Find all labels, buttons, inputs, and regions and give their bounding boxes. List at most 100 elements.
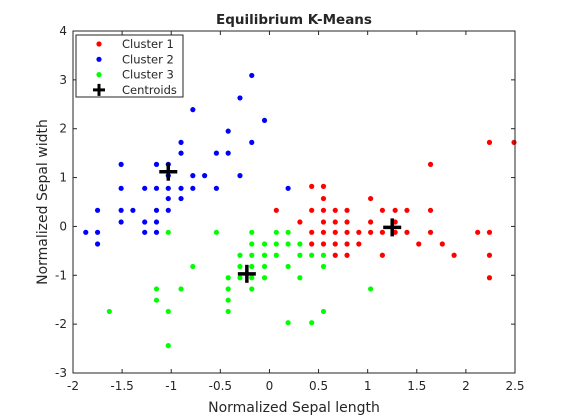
data-point-cluster-1 <box>320 219 327 225</box>
data-point-cluster-2 <box>165 195 171 202</box>
data-point-cluster-1 <box>309 207 315 213</box>
data-point-cluster-2 <box>213 185 220 191</box>
x-tick-label: -0.5 <box>209 379 232 393</box>
series-cluster-2 <box>83 72 291 247</box>
data-point-cluster-3 <box>273 229 279 235</box>
data-point-cluster-3 <box>320 308 327 315</box>
data-point-cluster-3 <box>237 275 243 281</box>
data-point-cluster-2 <box>153 161 160 167</box>
legend-marker <box>96 72 102 78</box>
legend-label: Cluster 1 <box>122 37 174 51</box>
centroid-marker <box>383 218 402 237</box>
data-point-cluster-1 <box>309 241 315 247</box>
centroid-markers <box>159 162 402 283</box>
data-point-cluster-2 <box>237 95 243 101</box>
data-point-cluster-1 <box>344 207 350 213</box>
data-point-cluster-3 <box>249 275 255 281</box>
x-tick-label: 2.5 <box>505 379 524 393</box>
data-point-cluster-2 <box>118 161 124 167</box>
plot-marks <box>83 72 517 349</box>
data-point-cluster-1 <box>356 241 362 247</box>
data-point-cluster-3 <box>261 275 268 281</box>
data-point-cluster-1 <box>379 229 385 235</box>
legend-marker <box>96 41 102 47</box>
data-point-cluster-2 <box>225 128 231 134</box>
series-cluster-3 <box>106 229 374 349</box>
data-point-cluster-1 <box>368 219 374 225</box>
data-point-cluster-2 <box>249 139 255 145</box>
legend-label: Cluster 2 <box>122 52 174 66</box>
data-point-cluster-2 <box>190 185 196 191</box>
data-point-cluster-3 <box>249 241 255 247</box>
data-point-cluster-2 <box>249 72 255 79</box>
data-point-cluster-3 <box>368 286 374 292</box>
data-point-cluster-1 <box>273 207 279 213</box>
data-point-cluster-2 <box>94 207 101 213</box>
x-tick-label: 0.5 <box>309 379 328 393</box>
x-tick-label: 2 <box>462 379 470 393</box>
x-axis-ticks: -2 -1.5 -1 -0.5 0 0.5 1 1.5 2 2.5 <box>67 31 525 393</box>
data-point-cluster-1 <box>404 229 410 235</box>
data-point-cluster-3 <box>249 252 255 258</box>
data-point-cluster-3 <box>273 252 279 258</box>
data-point-cluster-3 <box>285 241 291 247</box>
data-point-cluster-1 <box>309 183 315 189</box>
data-point-cluster-3 <box>320 252 327 258</box>
data-point-cluster-3 <box>237 252 243 258</box>
data-point-cluster-1 <box>511 139 517 145</box>
data-point-cluster-2 <box>202 173 208 179</box>
data-point-cluster-1 <box>344 219 350 225</box>
data-point-cluster-2 <box>165 207 171 213</box>
data-point-cluster-3 <box>165 308 171 315</box>
data-point-cluster-1 <box>320 207 327 213</box>
data-point-cluster-2 <box>142 185 148 191</box>
x-tick-label: -1 <box>165 379 177 393</box>
data-point-cluster-3 <box>297 241 303 247</box>
data-point-cluster-1 <box>344 229 350 235</box>
data-point-cluster-1 <box>486 229 493 235</box>
x-tick-label: 1 <box>364 379 372 393</box>
series-cluster-1 <box>273 139 517 281</box>
data-point-cluster-3 <box>225 297 231 303</box>
data-point-cluster-2 <box>165 185 171 191</box>
data-point-cluster-1 <box>344 241 350 247</box>
data-point-cluster-3 <box>297 252 303 258</box>
data-point-cluster-3 <box>165 343 171 349</box>
data-point-cluster-1 <box>486 139 493 145</box>
data-point-cluster-1 <box>332 207 338 213</box>
legend-box <box>75 34 184 98</box>
x-tick-label: 0 <box>266 379 274 393</box>
data-point-cluster-2 <box>94 241 101 247</box>
data-point-cluster-1 <box>332 219 338 225</box>
data-point-cluster-3 <box>297 275 303 281</box>
legend-label: Centroids <box>122 83 177 97</box>
data-point-cluster-2 <box>153 207 160 213</box>
data-point-cluster-2 <box>190 107 196 113</box>
data-point-cluster-3 <box>190 263 196 270</box>
y-tick-label: -3 <box>55 366 67 380</box>
data-point-cluster-2 <box>225 150 231 156</box>
data-point-cluster-3 <box>285 229 291 235</box>
data-point-cluster-3 <box>285 320 291 326</box>
data-point-cluster-1 <box>427 161 434 167</box>
data-point-cluster-3 <box>213 229 220 235</box>
data-point-cluster-1 <box>332 229 338 235</box>
data-point-cluster-3 <box>285 263 291 270</box>
data-point-cluster-1 <box>475 229 481 235</box>
data-point-cluster-1 <box>320 195 327 202</box>
x-tick-label: -2 <box>67 379 79 393</box>
data-point-cluster-3 <box>106 308 112 315</box>
data-point-cluster-3 <box>261 241 268 247</box>
data-point-cluster-3 <box>320 263 327 270</box>
axes-frame <box>72 30 516 374</box>
data-point-cluster-1 <box>368 195 374 202</box>
y-tick-label: -2 <box>55 317 67 331</box>
data-point-cluster-3 <box>165 229 171 235</box>
y-tick-label: 2 <box>59 122 67 136</box>
data-point-cluster-3 <box>261 252 268 258</box>
data-point-cluster-3 <box>225 286 231 292</box>
data-point-cluster-1 <box>332 252 338 258</box>
data-point-cluster-3 <box>273 241 279 247</box>
